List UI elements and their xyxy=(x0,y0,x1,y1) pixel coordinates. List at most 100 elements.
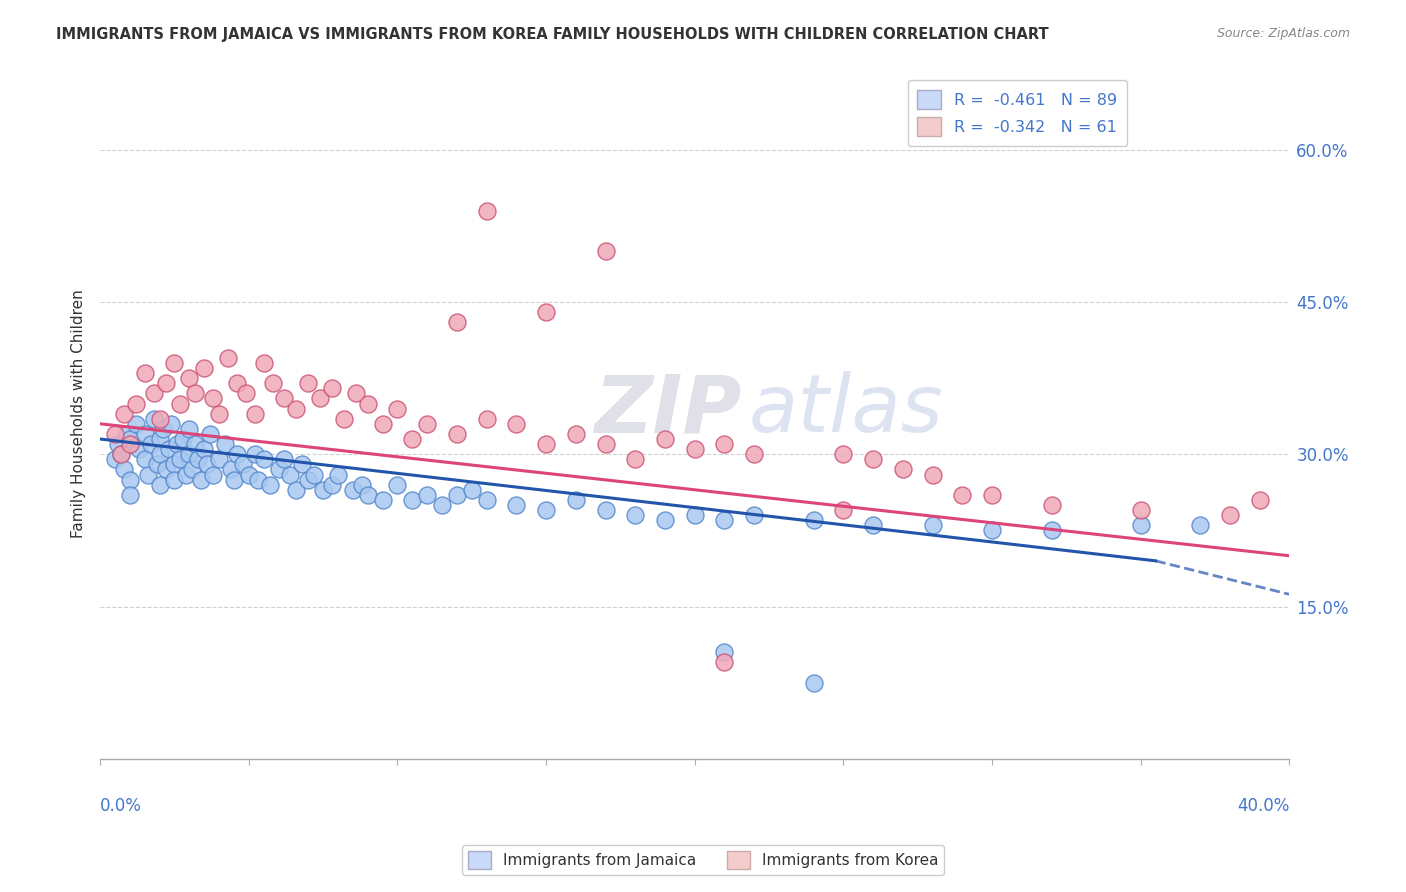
Y-axis label: Family Households with Children: Family Households with Children xyxy=(72,289,86,538)
Point xyxy=(371,492,394,507)
Point xyxy=(202,392,225,406)
Point xyxy=(202,467,225,482)
Point xyxy=(297,473,319,487)
Point xyxy=(475,411,498,425)
Point xyxy=(595,503,617,517)
Point xyxy=(222,473,245,487)
Point xyxy=(654,432,676,446)
Point xyxy=(1249,492,1271,507)
Point xyxy=(297,376,319,391)
Point xyxy=(179,447,201,461)
Point xyxy=(401,492,423,507)
Point xyxy=(371,417,394,431)
Point xyxy=(107,437,129,451)
Point xyxy=(357,396,380,410)
Point xyxy=(184,437,207,451)
Point xyxy=(273,452,295,467)
Point xyxy=(713,437,735,451)
Text: Source: ZipAtlas.com: Source: ZipAtlas.com xyxy=(1216,27,1350,40)
Point xyxy=(534,503,557,517)
Point xyxy=(342,483,364,497)
Point xyxy=(155,376,177,391)
Point xyxy=(184,386,207,401)
Point xyxy=(225,447,247,461)
Text: IMMIGRANTS FROM JAMAICA VS IMMIGRANTS FROM KOREA FAMILY HOUSEHOLDS WITH CHILDREN: IMMIGRANTS FROM JAMAICA VS IMMIGRANTS FR… xyxy=(56,27,1049,42)
Point xyxy=(219,462,242,476)
Point xyxy=(217,351,239,365)
Point xyxy=(309,392,332,406)
Point xyxy=(742,508,765,523)
Point xyxy=(181,462,204,476)
Point xyxy=(110,447,132,461)
Legend: R =  -0.461   N = 89, R =  -0.342   N = 61: R = -0.461 N = 89, R = -0.342 N = 61 xyxy=(908,80,1126,146)
Point xyxy=(208,452,231,467)
Point xyxy=(1040,498,1063,512)
Point xyxy=(190,473,212,487)
Point xyxy=(446,315,468,329)
Point xyxy=(333,411,356,425)
Point xyxy=(921,518,943,533)
Point xyxy=(595,437,617,451)
Point xyxy=(253,452,276,467)
Point xyxy=(326,467,349,482)
Point xyxy=(713,645,735,659)
Point xyxy=(803,513,825,527)
Point xyxy=(285,483,308,497)
Point xyxy=(595,244,617,259)
Point xyxy=(112,407,135,421)
Point xyxy=(128,442,150,457)
Point xyxy=(1129,518,1152,533)
Point xyxy=(262,376,284,391)
Point xyxy=(683,508,706,523)
Point xyxy=(344,386,367,401)
Point xyxy=(565,426,588,441)
Point xyxy=(179,371,201,385)
Point xyxy=(136,467,159,482)
Point xyxy=(243,407,266,421)
Point xyxy=(350,477,373,491)
Text: atlas: atlas xyxy=(748,371,943,450)
Point xyxy=(232,458,254,472)
Point xyxy=(155,462,177,476)
Point xyxy=(193,361,215,376)
Point xyxy=(950,488,973,502)
Point xyxy=(312,483,335,497)
Point xyxy=(505,498,527,512)
Point xyxy=(115,426,138,441)
Point xyxy=(134,452,156,467)
Point xyxy=(803,675,825,690)
Point xyxy=(387,401,409,416)
Point xyxy=(149,447,172,461)
Point xyxy=(163,356,186,370)
Point xyxy=(187,452,209,467)
Point xyxy=(176,467,198,482)
Point xyxy=(981,488,1004,502)
Point xyxy=(321,381,343,395)
Point xyxy=(401,432,423,446)
Text: 40.0%: 40.0% xyxy=(1237,797,1289,814)
Point xyxy=(163,473,186,487)
Point xyxy=(285,401,308,416)
Point xyxy=(134,366,156,380)
Point xyxy=(742,447,765,461)
Point xyxy=(357,488,380,502)
Point xyxy=(208,407,231,421)
Point xyxy=(253,356,276,370)
Point xyxy=(149,411,172,425)
Point xyxy=(246,473,269,487)
Point xyxy=(1129,503,1152,517)
Point xyxy=(534,437,557,451)
Point xyxy=(110,447,132,461)
Point xyxy=(169,452,191,467)
Point xyxy=(195,458,218,472)
Point xyxy=(862,518,884,533)
Point xyxy=(259,477,281,491)
Point xyxy=(238,467,260,482)
Point xyxy=(152,422,174,436)
Point xyxy=(112,462,135,476)
Point xyxy=(981,524,1004,538)
Point xyxy=(446,426,468,441)
Point xyxy=(832,447,855,461)
Point xyxy=(142,411,165,425)
Point xyxy=(160,417,183,431)
